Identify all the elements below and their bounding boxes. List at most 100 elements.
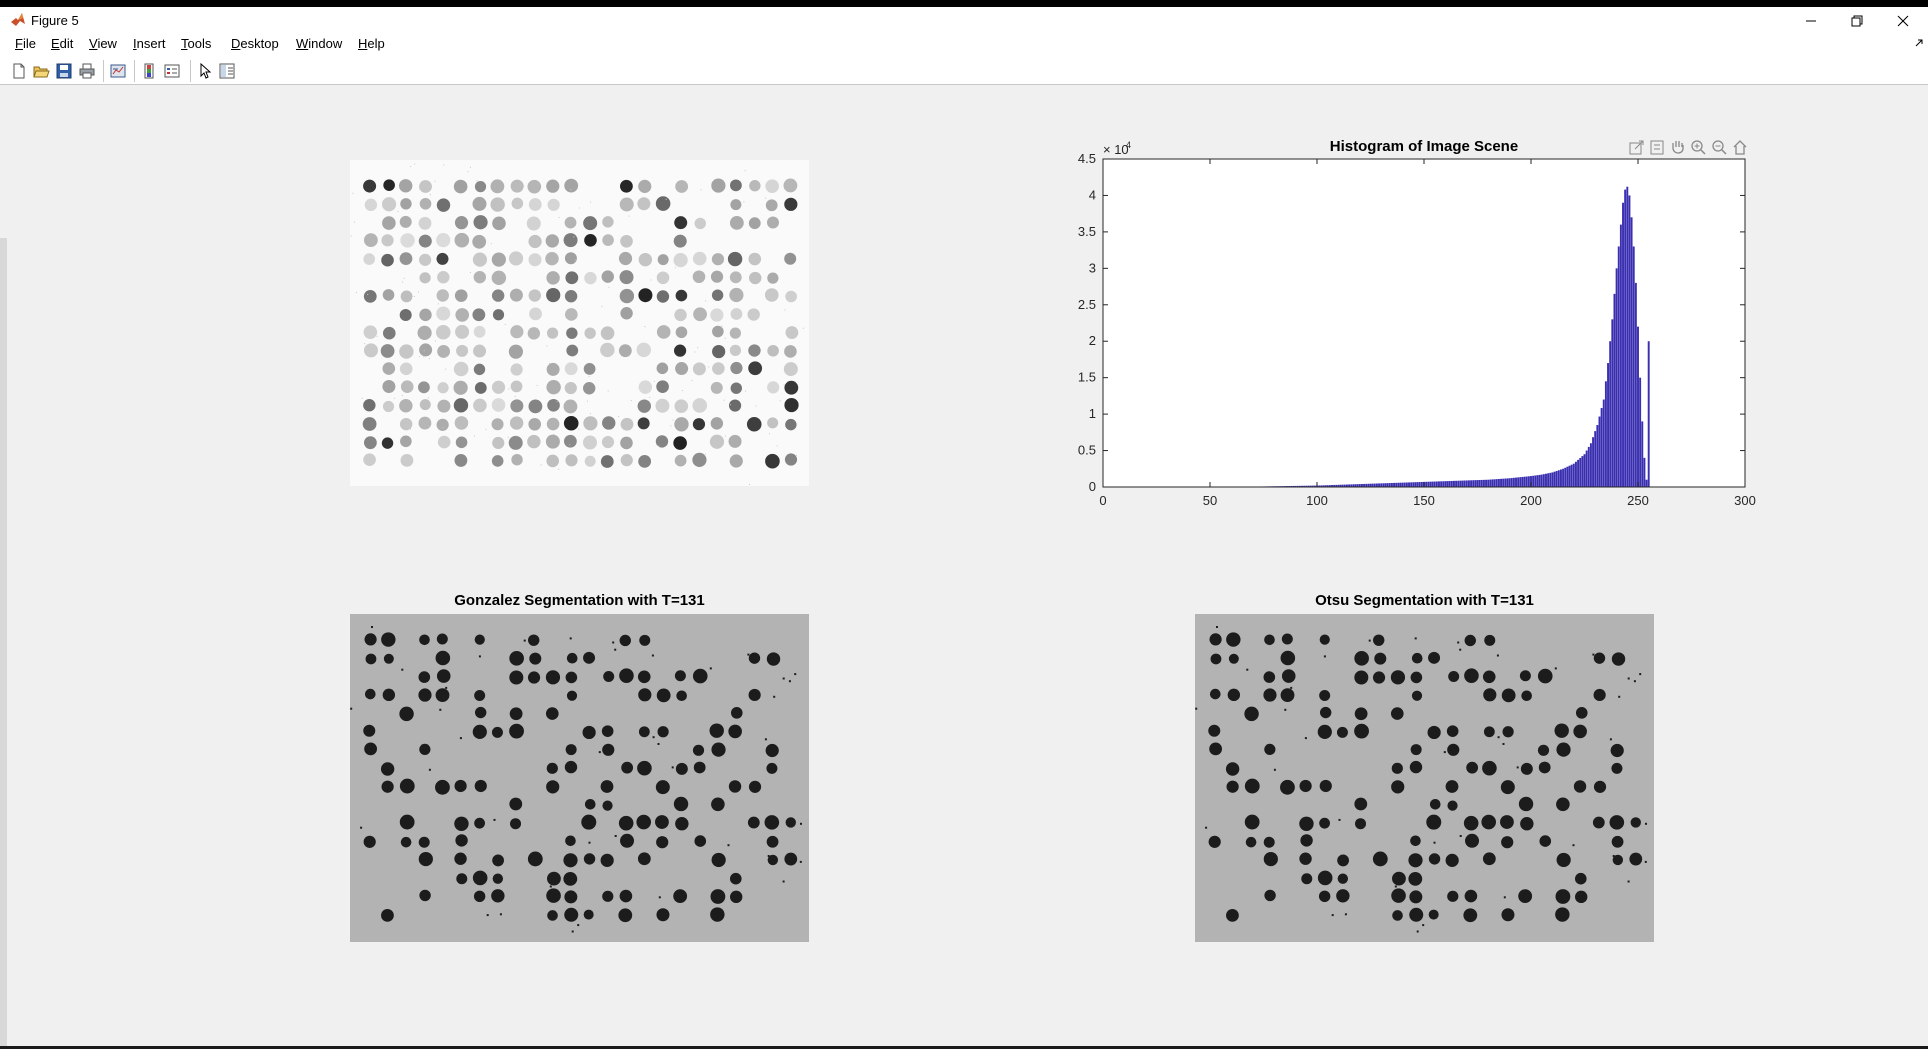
histogram-bar — [1384, 483, 1387, 487]
histogram-bar — [1628, 195, 1631, 487]
noise-speck — [478, 655, 481, 658]
spot — [545, 434, 560, 449]
noise-speck — [614, 648, 617, 651]
histogram-bar — [1378, 483, 1381, 487]
histogram-bar — [1382, 483, 1385, 487]
minimize-button[interactable] — [1788, 8, 1834, 34]
histogram-bar — [1397, 482, 1400, 487]
segmented-blobs — [1208, 632, 1643, 923]
noise-speck — [423, 350, 425, 352]
spot — [674, 454, 687, 467]
spot — [711, 289, 724, 301]
histogram-bar — [1564, 467, 1567, 487]
export-icon[interactable] — [1629, 140, 1644, 155]
blob — [1209, 742, 1223, 756]
legend-icon[interactable] — [163, 62, 181, 80]
blob — [1482, 760, 1497, 776]
spot — [546, 271, 560, 285]
title-bar[interactable] — [0, 7, 1928, 37]
restore-button[interactable] — [1834, 8, 1880, 34]
noise-speck — [721, 325, 723, 327]
spot — [563, 415, 579, 431]
spot — [783, 178, 798, 193]
otsu-segmentation-image[interactable] — [1195, 614, 1654, 942]
blob — [527, 851, 543, 867]
zoom-out-icon[interactable] — [1712, 140, 1727, 155]
blob — [655, 780, 670, 795]
pan-icon[interactable] — [1672, 141, 1684, 154]
spot — [399, 308, 412, 321]
blob — [1610, 743, 1624, 758]
blob — [563, 871, 578, 886]
blob — [1464, 889, 1478, 903]
blob — [418, 688, 432, 702]
save-icon[interactable] — [55, 62, 73, 80]
blob — [1336, 889, 1350, 903]
histogram-bar — [1348, 484, 1351, 487]
blob — [1299, 852, 1312, 865]
home-icon[interactable] — [1733, 140, 1747, 155]
blob — [383, 653, 394, 664]
original-image[interactable] — [350, 160, 809, 486]
blob — [364, 633, 377, 646]
blob — [565, 835, 576, 847]
gonzalez-segmentation-image[interactable] — [350, 614, 809, 942]
noise-speck — [672, 419, 674, 421]
menu-file[interactable]: File — [15, 36, 36, 51]
noise-speck — [1216, 626, 1218, 628]
spot — [491, 398, 506, 412]
spot — [437, 271, 450, 284]
blob — [1208, 724, 1221, 737]
spot — [582, 435, 597, 450]
brush-icon[interactable] — [1650, 140, 1664, 155]
new-figure-icon[interactable] — [10, 62, 28, 80]
menu-insert[interactable]: Insert — [133, 36, 166, 51]
noise-speck — [413, 295, 415, 297]
noise-speck — [1331, 914, 1334, 917]
noise-speck — [1284, 708, 1287, 711]
blob — [603, 670, 615, 682]
menu-view[interactable]: View — [89, 36, 117, 51]
spot — [729, 287, 744, 303]
menu-window[interactable]: Window — [296, 36, 343, 51]
histogram-bar — [1622, 202, 1624, 487]
histogram-bar — [1497, 478, 1500, 487]
histogram-bar — [1545, 473, 1547, 487]
noise-speck — [681, 390, 683, 391]
close-button[interactable] — [1880, 8, 1926, 34]
menu-bar — [0, 34, 1928, 54]
blob — [601, 725, 614, 737]
blob — [381, 632, 396, 647]
noise-speck — [475, 695, 478, 698]
spot — [636, 342, 651, 358]
spot — [712, 325, 724, 338]
menu-edit[interactable]: Edit — [51, 36, 74, 51]
colorbar-icon[interactable] — [140, 62, 158, 80]
menu-desktop[interactable]: Desktop — [231, 36, 279, 51]
menu-tools[interactable]: Tools — [181, 36, 212, 51]
histogram-bar — [1609, 341, 1612, 487]
blob — [1319, 690, 1331, 702]
print-icon[interactable] — [78, 62, 96, 80]
histogram-bar — [1418, 482, 1421, 487]
histogram-bar — [1489, 479, 1492, 487]
x-tick-label: 250 — [1627, 493, 1649, 508]
blob — [1445, 780, 1459, 793]
spot — [709, 434, 725, 449]
spot — [455, 308, 470, 322]
blob — [766, 652, 781, 666]
edit-plot-arrow-icon[interactable] — [196, 62, 214, 80]
open-file-icon[interactable] — [32, 62, 50, 80]
spot — [784, 197, 798, 211]
spot — [418, 216, 432, 230]
dock-figure-arrow-icon[interactable] — [1914, 38, 1924, 48]
link-plot-icon[interactable] — [109, 62, 127, 80]
noise-speck — [652, 736, 655, 739]
menu-help[interactable]: Help — [358, 36, 385, 51]
spot — [491, 418, 504, 431]
spot — [511, 453, 523, 466]
spot — [692, 452, 707, 467]
property-inspector-icon[interactable] — [218, 62, 236, 80]
zoom-in-icon[interactable] — [1691, 140, 1706, 155]
